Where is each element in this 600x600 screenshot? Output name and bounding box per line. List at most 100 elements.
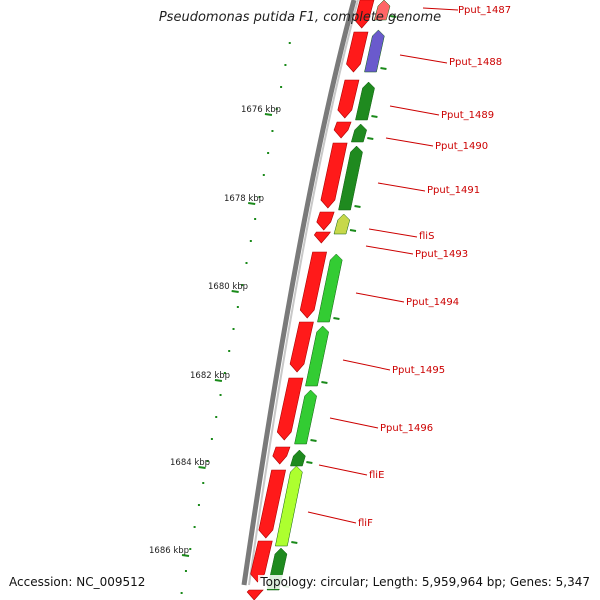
scale-tick-minor xyxy=(232,328,235,330)
scale-tick-minor xyxy=(236,306,239,308)
feature-boundary-tick xyxy=(390,15,397,18)
scale-tick-minor xyxy=(228,350,231,352)
cds-forward-strand xyxy=(289,321,314,373)
gene-label: fliE xyxy=(369,470,384,481)
label-leader-line xyxy=(365,245,414,255)
scale-tick-major xyxy=(181,554,190,557)
cds-forward-strand xyxy=(320,142,348,209)
cds-forward-strand xyxy=(337,79,360,119)
scale-label-1682: 1682 kbp xyxy=(190,371,230,381)
scale-tick-minor xyxy=(189,548,192,550)
gene-label: Pput_1493 xyxy=(415,249,468,260)
gene-label: Pput_1495 xyxy=(392,365,445,376)
cds-forward-strand xyxy=(354,0,375,29)
scale-tick-major xyxy=(264,113,273,116)
scale-tick-minor xyxy=(280,86,283,88)
gene-label: fliS xyxy=(419,231,434,242)
scale-label-1680: 1680 kbp xyxy=(208,282,248,292)
scale-tick-minor xyxy=(197,504,200,506)
gene-label: Pput_1489 xyxy=(441,110,494,121)
label-leader-line xyxy=(399,54,448,64)
label-leader-line xyxy=(355,292,405,303)
gene-label: Pput_1496 xyxy=(380,423,433,434)
scale-tick-minor xyxy=(267,152,270,154)
scale-tick-major xyxy=(231,290,239,293)
cds-reverse-strand xyxy=(338,145,363,211)
gene-label: Pput_1487 xyxy=(458,5,511,16)
cds-reverse-strand xyxy=(275,465,303,547)
label-leader-line xyxy=(385,137,434,147)
scale-tick-minor xyxy=(241,284,244,286)
scale-tick-minor xyxy=(193,526,196,528)
cds-forward-strand xyxy=(346,31,369,73)
scale-tick-minor xyxy=(215,416,218,418)
feature-boundary-tick xyxy=(354,205,361,208)
feature-boundary-tick xyxy=(380,67,387,70)
cds-reverse-strand xyxy=(305,325,329,387)
feature-boundary-tick xyxy=(349,229,357,232)
label-leader-line xyxy=(377,182,426,192)
cds-forward-strand xyxy=(258,469,286,539)
cds-forward-strand xyxy=(299,251,327,319)
genome-backbone xyxy=(241,0,357,586)
label-leader-line xyxy=(368,228,418,238)
scale-tick-minor xyxy=(284,64,287,66)
scale-tick-minor xyxy=(245,262,248,264)
scale-tick-major xyxy=(198,466,206,469)
label-leader-line xyxy=(307,511,357,524)
cds-reverse-strand xyxy=(333,213,351,235)
genome-summary-text: Topology: circular; Length: 5,959,964 bp… xyxy=(258,575,590,589)
accession-text: Accession: NC_009512 xyxy=(9,575,146,589)
scale-tick-minor xyxy=(219,394,222,396)
feature-boundary-tick xyxy=(291,541,298,544)
label-leader-line xyxy=(329,417,379,429)
scale-label-1678: 1678 kbp xyxy=(224,194,264,204)
scale-tick-minor xyxy=(271,130,274,132)
scale-tick-minor xyxy=(206,460,209,462)
cds-forward-strand xyxy=(276,377,304,441)
scale-ticks xyxy=(180,42,291,594)
gene-label: Pput_1494 xyxy=(406,297,459,308)
feature-track xyxy=(246,0,397,600)
label-leader-line xyxy=(342,359,391,371)
label-leader-line xyxy=(318,464,368,476)
label-leader-line xyxy=(422,7,459,11)
cds-reverse-strand xyxy=(355,81,375,121)
scale-label-1684: 1684 kbp xyxy=(170,458,210,468)
gene-label: Pput_1490 xyxy=(435,141,488,152)
scale-tick-minor xyxy=(210,438,213,440)
gene-label: fliF xyxy=(358,518,373,529)
scale-tick-major xyxy=(248,202,256,205)
scale-tick-minor xyxy=(202,482,205,484)
scale-tick-minor xyxy=(288,42,291,44)
scale-tick-minor xyxy=(254,218,257,220)
scale-tick-minor xyxy=(258,196,261,198)
cds-reverse-strand xyxy=(364,29,385,73)
feature-boundary-tick xyxy=(310,439,317,442)
feature-boundary-tick xyxy=(306,461,313,464)
genome-backbone-highlight xyxy=(248,0,359,586)
cds-forward-strand xyxy=(246,589,264,600)
cds-forward-strand xyxy=(272,446,291,465)
feature-boundary-tick xyxy=(321,381,328,384)
cds-reverse-strand xyxy=(294,389,317,445)
scale-tick-minor xyxy=(249,240,252,242)
label-leaders xyxy=(307,7,459,524)
cds-reverse-strand xyxy=(290,449,306,467)
cds-reverse-strand xyxy=(373,0,391,21)
gene-label: Pput_1491 xyxy=(427,185,480,196)
cds-forward-strand xyxy=(333,121,352,139)
cds-reverse-strand xyxy=(317,253,343,323)
gene-label: Pput_1488 xyxy=(449,57,502,68)
scale-tick-minor xyxy=(275,108,278,110)
scale-label-1676: 1676 kbp xyxy=(241,105,281,115)
scale-tick-minor xyxy=(184,570,187,572)
label-leader-line xyxy=(389,105,440,116)
feature-boundary-tick xyxy=(371,115,378,118)
scale-tick-minor xyxy=(180,592,183,594)
cds-reverse-strand xyxy=(350,123,367,143)
scale-tick-major xyxy=(214,379,223,382)
map-title: Pseudomonas putida F1, complete genome xyxy=(158,10,442,25)
feature-boundary-tick xyxy=(333,317,340,320)
